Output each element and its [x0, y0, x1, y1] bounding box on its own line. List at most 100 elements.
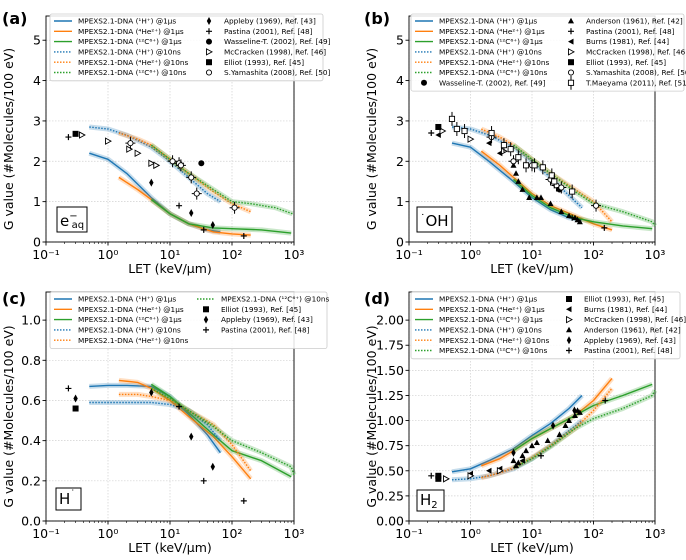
x-tick-label: 10⁰: [98, 526, 119, 541]
legend-item: Appleby (1969), Ref. [43]: [207, 17, 316, 26]
y-tick-label: 2: [33, 154, 41, 169]
legend-label: Burns (1981), Ref. [44]: [586, 37, 669, 46]
data-point: [178, 163, 183, 168]
y-tick-label: 1.0: [21, 313, 41, 328]
species-base: H: [59, 490, 70, 508]
data-point: [516, 155, 521, 160]
y-tick-label: 2: [396, 154, 404, 169]
legend-marker: [566, 296, 572, 302]
legend-label: MPEXS2.1-DNA (⁴He²⁺) @10ns: [78, 58, 188, 67]
legend-label: Anderson (1961), Ref. [42]: [586, 17, 683, 26]
legend-item: S.Yamashita (2008), Ref. [50]: [568, 68, 686, 77]
y-axis-label: G value (#Molecules/100 eV): [1, 325, 16, 507]
data-point: [486, 140, 492, 146]
panel-label: (b): [364, 9, 390, 28]
legend-label: McCracken (1998), Ref. [46]: [584, 315, 686, 324]
data-point: [211, 463, 215, 471]
legend-label: MPEXS2.1-DNA (¹H⁺) @1μs: [78, 17, 176, 26]
y-tick-label: 4: [33, 73, 41, 88]
y-tick-label: 0.2: [21, 473, 41, 488]
data-point: [513, 170, 519, 176]
legend-label: MPEXS2.1-DNA (¹²C⁶⁺) @10ns: [221, 295, 330, 304]
x-tick-label: 10¹: [522, 247, 543, 262]
legend-label: Anderson (1961), Ref. [42]: [584, 326, 681, 335]
legend: MPEXS2.1-DNA (¹H⁺) @1μs MPEXS2.1-DNA (⁴He…: [50, 14, 331, 81]
y-tick-label: 0.25: [376, 488, 404, 503]
x-axis-label: LET (keV/μm): [490, 261, 574, 276]
data-point: [540, 165, 545, 170]
series-uncertainty-band: [481, 151, 612, 230]
data-point: [519, 453, 525, 459]
series-uncertainty-band: [514, 145, 656, 226]
series-uncertainty-band: [151, 388, 294, 474]
legend-label: MPEXS2.1-DNA (¹H⁺) @1μs: [439, 295, 537, 304]
legend-label: MPEXS2.1-DNA (¹²C⁶⁺) @10ns: [439, 68, 548, 77]
legend-marker: [206, 39, 212, 45]
legend-label: Elliot (1993), Ref. [45]: [221, 305, 301, 314]
y-tick-label: 0.75: [376, 438, 404, 453]
legend-label: T.Maeyama (2011), Ref. [51]: [585, 78, 686, 87]
y-tick-label: 3: [396, 113, 404, 128]
y-tick-label: 0.4: [21, 433, 41, 448]
data-point: [549, 173, 554, 178]
legend-marker: [206, 70, 211, 75]
legend-marker: [203, 306, 209, 312]
legend-label: MPEXS2.1-DNA (¹²C⁶⁺) @1μs: [439, 37, 543, 46]
y-tick-label: 1.25: [376, 388, 404, 403]
data-point: [523, 163, 528, 168]
data-point: [149, 179, 153, 187]
data-point: [428, 473, 434, 479]
legend-label: MPEXS2.1-DNA (¹H⁺) @1μs: [439, 17, 537, 26]
data-point: [489, 130, 494, 135]
legend-label: S.Yamashita (2008), Ref. [50]: [586, 68, 686, 77]
legend-label: MPEXS2.1-DNA (¹²C⁶⁺) @1μs: [439, 315, 543, 324]
legend-label: Appleby (1969), Ref. [43]: [584, 336, 676, 345]
data-point: [435, 124, 441, 130]
legend-label: Appleby (1969), Ref. [43]: [224, 17, 316, 26]
y-tick-label: 0.6: [21, 393, 41, 408]
legend-label: MPEXS2.1-DNA (¹²C⁶⁺) @10ns: [439, 346, 548, 355]
species-superscript: ˙: [70, 489, 75, 500]
data-point: [486, 468, 492, 474]
x-tick-label: 10³: [284, 247, 305, 262]
legend-item: McCracken (1998), Ref. [46]: [569, 48, 686, 57]
y-tick-label: 3: [33, 113, 41, 128]
legend-item: McCracken (1998), Ref. [46]: [567, 315, 686, 324]
data-point: [135, 150, 141, 156]
y-tick-label: 0: [33, 235, 41, 250]
legend-label: MPEXS2.1-DNA (⁴He²⁺) @1μs: [439, 27, 545, 36]
legend-label: S.Yamashita (2008), Ref. [50]: [224, 68, 331, 77]
data-point: [552, 179, 557, 184]
legend-label: Pastina (2001), Ref. [48]: [586, 27, 675, 36]
legend-label: MPEXS2.1-DNA (¹H⁺) @10ns: [439, 326, 542, 335]
data-point: [454, 126, 459, 131]
data-point: [154, 162, 160, 168]
data-point: [73, 406, 79, 412]
x-tick-label: 10²: [222, 247, 243, 262]
y-tick-label: 0.8: [21, 353, 41, 368]
data-point: [241, 498, 247, 504]
y-axis-label: G value (#Molecules/100 eV): [364, 48, 379, 230]
data-point: [508, 147, 513, 152]
legend-marker: [206, 59, 212, 65]
data-point: [529, 442, 535, 448]
legend-item: McCracken (1998), Ref. [46]: [207, 48, 327, 57]
x-tick-label: 10¹: [160, 526, 181, 541]
data-point: [510, 458, 516, 464]
y-tick-label: 4: [396, 73, 404, 88]
data-point: [198, 160, 204, 166]
data-point: [570, 189, 575, 194]
y-tick-label: 0: [396, 235, 404, 250]
data-point: [176, 203, 182, 209]
x-tick-label: 10³: [645, 247, 666, 262]
y-tick-label: 1.00: [376, 413, 404, 428]
data-point: [65, 385, 71, 391]
legend-label: Wasseline-T. (2002), Ref. [49]: [224, 37, 331, 46]
species-base: H: [420, 491, 431, 509]
x-tick-label: 10²: [583, 247, 604, 262]
